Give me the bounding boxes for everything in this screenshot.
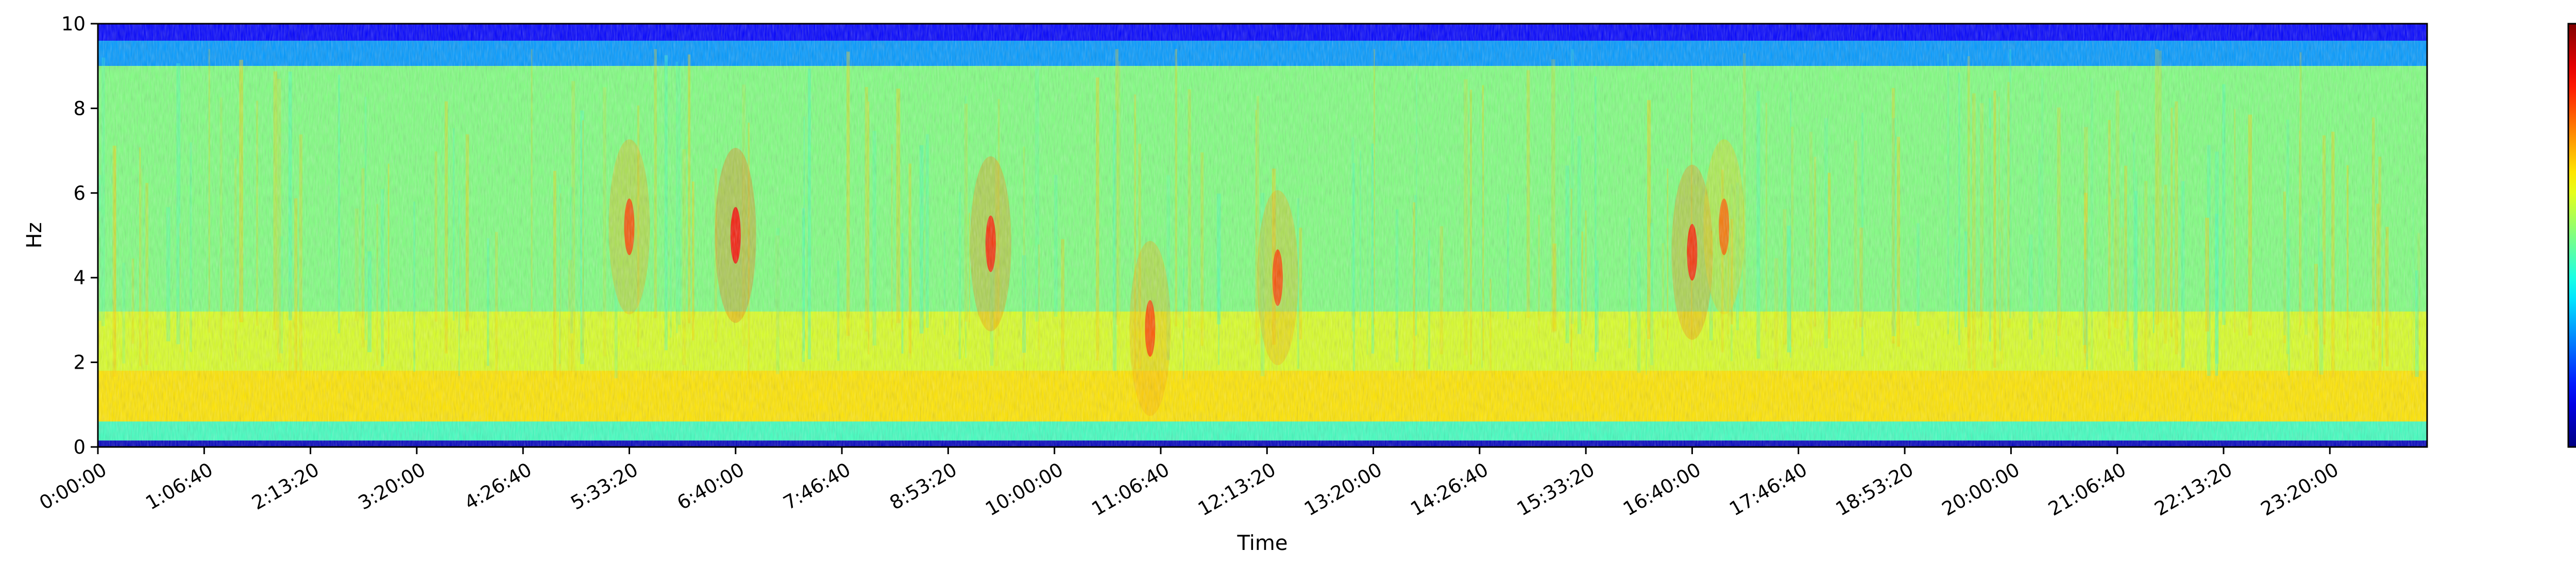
y-tick-label: 10 [61, 13, 86, 35]
x-tick-label: 2:13:20 [248, 458, 323, 514]
x-tick-label: 18:53:20 [1832, 458, 1917, 520]
x-tick-label: 21:06:40 [2044, 458, 2129, 520]
x-tick-label: 23:20:00 [2257, 458, 2342, 520]
x-tick-label: 6:40:00 [673, 458, 748, 514]
colorbar: +0 dB-10 dB-20 dB-30 dB-40 dB-50 dB-60 d… [2567, 23, 2576, 448]
x-tick-label: 4:26:40 [461, 458, 535, 514]
spectrogram-image [98, 24, 2427, 447]
x-tick-label: 13:20:00 [1300, 458, 1385, 520]
x-tick-label: 20:00:00 [1938, 458, 2023, 520]
x-axis: 0:00:00 1:06:40 2:13:20 3:20:00 4:26:40 5:33:… [36, 447, 2342, 520]
y-axis-label: Hz [23, 222, 46, 248]
x-tick-label: 10:00:00 [981, 458, 1066, 520]
x-tick-label: 5:33:20 [567, 458, 642, 514]
x-tick-label: 16:40:00 [1619, 458, 1704, 520]
y-tick-label: 4 [73, 267, 86, 289]
x-tick-label: 3:20:00 [354, 458, 429, 514]
x-tick-label: 8:53:20 [886, 458, 960, 514]
x-tick-label: 0:00:00 [36, 458, 110, 514]
x-tick-label: 15:33:20 [1513, 458, 1598, 520]
x-tick-label: 14:26:40 [1407, 458, 1492, 520]
x-tick-label: 12:13:20 [1194, 458, 1279, 520]
x-tick-label: 17:46:40 [1725, 458, 1810, 520]
spectrogram-noise [98, 24, 2427, 447]
y-tick-label: 0 [73, 436, 86, 458]
x-axis-label: Time [1237, 531, 1288, 555]
y-tick-label: 2 [73, 352, 86, 374]
y-axis: 0 2 4 6 8 10 [61, 13, 98, 458]
colorbar-scale [2567, 23, 2576, 448]
x-tick-label: 11:06:40 [1088, 458, 1173, 520]
x-tick-label: 1:06:40 [142, 458, 216, 514]
x-tick-label: 7:46:40 [779, 458, 854, 514]
x-tick-label: 22:13:20 [2151, 458, 2236, 520]
y-tick-label: 8 [73, 97, 86, 119]
plot-frame [97, 23, 2428, 448]
y-tick-label: 6 [73, 182, 86, 204]
